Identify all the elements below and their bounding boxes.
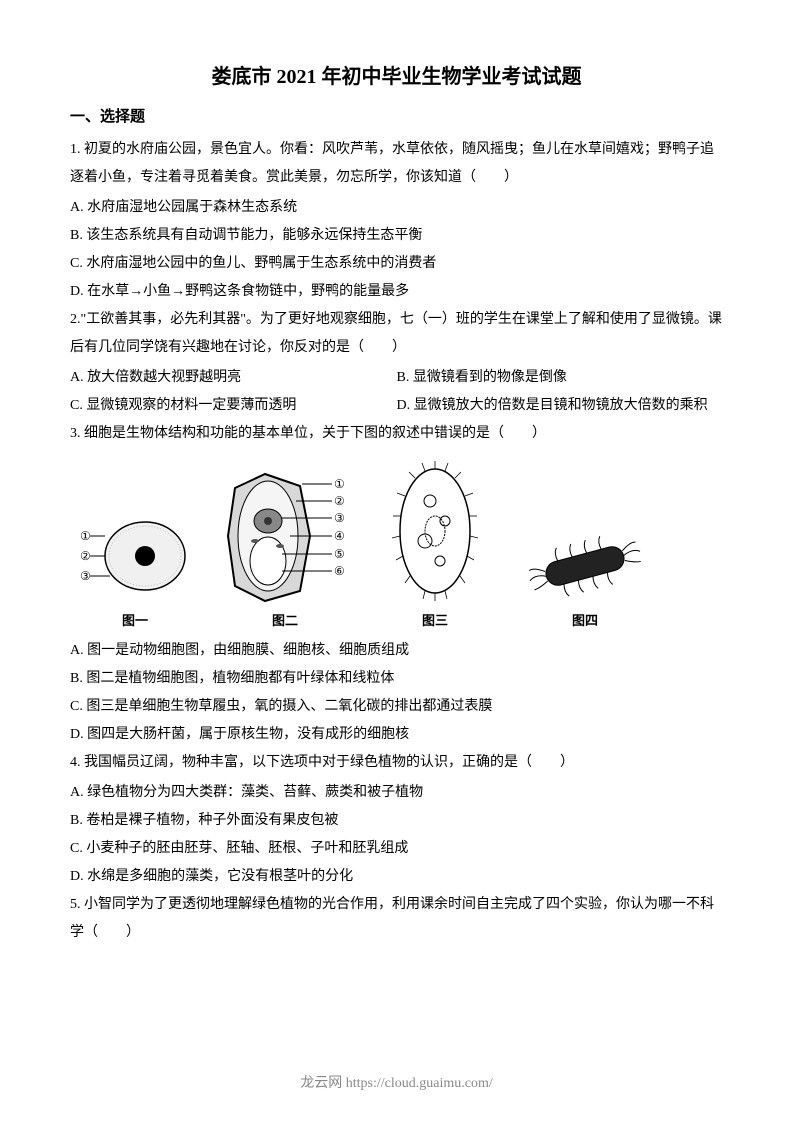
q4-a: A. 绿色植物分为四大类群：藻类、苔藓、蕨类和被子植物 xyxy=(70,779,723,807)
fig3-caption: 图三 xyxy=(422,610,448,629)
section-header: 一、选择题 xyxy=(70,105,723,126)
fig1-caption: 图一 xyxy=(122,610,148,629)
fig4-caption: 图四 xyxy=(572,610,598,629)
fig1-label-2: ② xyxy=(80,549,91,563)
q2-stem: 2."工欲善其事，必先利其器"。为了更好地观察细胞，七（一）班的学生在课堂上了解… xyxy=(70,306,723,362)
bacterium-icon xyxy=(520,526,650,606)
q4-b: B. 卷柏是裸子植物，种子外面没有果皮包被 xyxy=(70,807,723,835)
fig2-label-2: ② xyxy=(334,494,345,508)
q5-stem: 5. 小智同学为了更透彻地理解绿色植物的光合作用，利用课余时间自主完成了四个实验… xyxy=(70,891,723,947)
figure-2: ① ② ③ ④ ⑤ ⑥ 图二 xyxy=(220,466,350,629)
fig2-label-1: ① xyxy=(334,477,345,491)
q3-figures: ① ② ③ 图一 ① ② ③ ④ ⑤ ⑥ 图二 xyxy=(70,456,723,629)
paramecium-icon xyxy=(380,456,490,606)
q1-b: B. 该生态系统具有自动调节能力，能够永远保持生态平衡 xyxy=(70,222,723,250)
q1-a: A. 水府庙湿地公园属于森林生态系统 xyxy=(70,194,723,222)
q4-stem: 4. 我国幅员辽阔，物种丰富，以下选项中对于绿色植物的认识，正确的是（ ） xyxy=(70,749,723,777)
q1-stem: 1. 初夏的水府庙公园，景色宜人。你看：风吹芦苇，水草依依，随风摇曳；鱼儿在水草… xyxy=(70,136,723,192)
page-footer: 龙云网 https://cloud.guaimu.com/ xyxy=(0,1072,793,1092)
q2-row1: A. 放大倍数越大视野越明亮 B. 显微镜看到的物像是倒像 xyxy=(70,364,723,392)
q3-c: C. 图三是单细胞生物草履虫，氧的摄入、二氧化碳的排出都通过表膜 xyxy=(70,693,723,721)
q3-a: A. 图一是动物细胞图，由细胞膜、细胞核、细胞质组成 xyxy=(70,637,723,665)
animal-cell-icon: ① ② ③ xyxy=(80,506,190,606)
q2-d: D. 显微镜放大的倍数是目镜和物镜放大倍数的乘积 xyxy=(397,392,724,420)
fig2-label-4: ④ xyxy=(334,529,345,543)
q2-b: B. 显微镜看到的物像是倒像 xyxy=(397,364,724,392)
q3-d: D. 图四是大肠杆菌，属于原核生物，没有成形的细胞核 xyxy=(70,721,723,749)
fig2-label-3: ③ xyxy=(334,511,345,525)
fig2-label-5: ⑤ xyxy=(334,547,345,561)
plant-cell-icon: ① ② ③ ④ ⑤ ⑥ xyxy=(220,466,350,606)
q1-c: C. 水府庙湿地公园中的鱼儿、野鸭属于生态系统中的消费者 xyxy=(70,250,723,278)
fig2-caption: 图二 xyxy=(272,610,298,629)
q4-d: D. 水绵是多细胞的藻类，它没有根茎叶的分化 xyxy=(70,863,723,891)
q1-d: D. 在水草→小鱼→野鸭这条食物链中，野鸭的能量最多 xyxy=(70,278,723,306)
q3-stem: 3. 细胞是生物体结构和功能的基本单位，关于下图的叙述中错误的是（ ） xyxy=(70,420,723,448)
q2-row2: C. 显微镜观察的材料一定要薄而透明 D. 显微镜放大的倍数是目镜和物镜放大倍数… xyxy=(70,392,723,420)
fig2-label-6: ⑥ xyxy=(334,564,345,578)
fig1-label-3: ③ xyxy=(80,569,91,583)
figure-3: 图三 xyxy=(380,456,490,629)
q3-b: B. 图二是植物细胞图，植物细胞都有叶绿体和线粒体 xyxy=(70,665,723,693)
figure-1: ① ② ③ 图一 xyxy=(80,506,190,629)
q2-c: C. 显微镜观察的材料一定要薄而透明 xyxy=(70,392,397,420)
q2-a: A. 放大倍数越大视野越明亮 xyxy=(70,364,397,392)
fig1-label-1: ① xyxy=(80,529,91,543)
exam-title: 娄底市 2021 年初中毕业生物学业考试试题 xyxy=(70,60,723,89)
q4-c: C. 小麦种子的胚由胚芽、胚轴、胚根、子叶和胚乳组成 xyxy=(70,835,723,863)
figure-4: 图四 xyxy=(520,526,650,629)
